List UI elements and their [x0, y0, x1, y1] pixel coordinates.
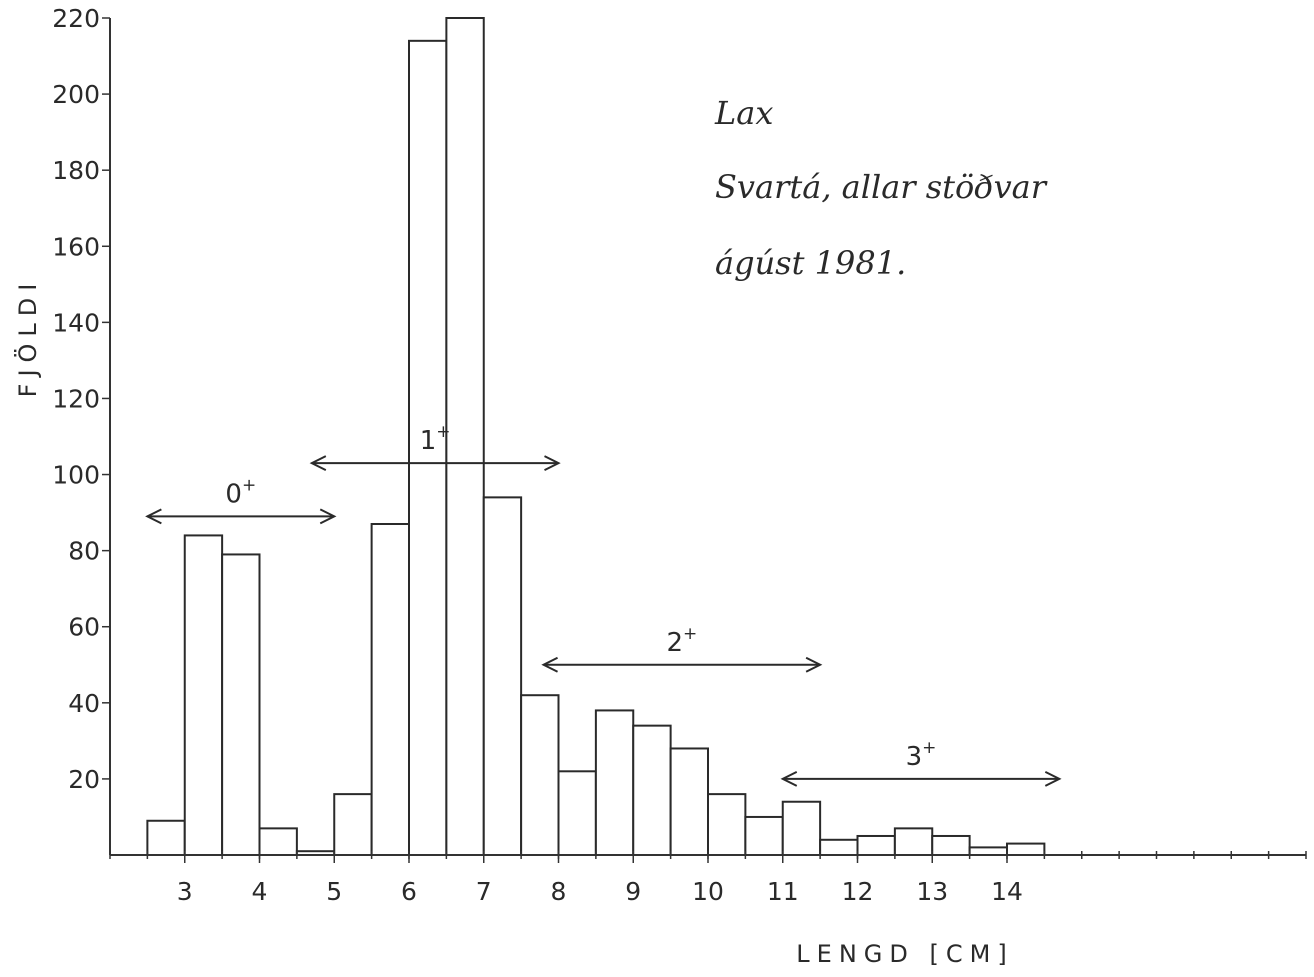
bar-1	[183, 534, 224, 856]
bar-8	[445, 17, 485, 856]
bar-15	[707, 793, 747, 856]
x-tick-label-3: 3	[177, 877, 193, 906]
bar-13	[632, 724, 672, 856]
bar-6	[370, 523, 410, 856]
cohort-label-sup: +	[922, 738, 936, 758]
bar-18	[819, 838, 859, 856]
cohort-arrow-head-right	[1044, 771, 1062, 787]
cohort-label-sup: +	[436, 422, 450, 442]
cohort-arrow-2: 2+	[541, 624, 823, 673]
cohort-arrow-1: 1+	[309, 422, 561, 472]
y-tick-label-140: 140	[52, 308, 100, 337]
y-tick-label-60: 60	[68, 613, 100, 642]
bar-9	[482, 496, 523, 856]
y-tick-label-220: 220	[52, 4, 100, 33]
note-line-1: Svartá, allar stöðvar	[715, 168, 1048, 206]
x-tick-label-7: 7	[476, 877, 492, 906]
bar-14	[669, 747, 709, 856]
cohort-arrow-head-left	[309, 455, 327, 472]
bar-22	[968, 846, 1008, 857]
bar-17	[781, 800, 822, 857]
cohort-arrow-head-left	[541, 656, 558, 673]
cohort-label-3: 3+	[906, 738, 937, 772]
x-tick-label-13: 13	[916, 877, 948, 906]
cohort-arrow-0: 0+	[145, 475, 337, 525]
bar-3	[258, 827, 298, 856]
bar-2	[221, 553, 261, 856]
x-tick-label-6: 6	[401, 877, 417, 906]
x-tick-label-12: 12	[842, 877, 874, 906]
x-tick-label-8: 8	[551, 877, 567, 906]
cohort-arrow-head-left	[780, 771, 798, 787]
note-line-2: ágúst 1981.	[715, 244, 906, 282]
cohort-arrow-head-right	[319, 508, 337, 525]
y-tick-label-120: 120	[52, 384, 100, 413]
x-tick-label-11: 11	[767, 877, 799, 906]
axes-group: 3 4 5 6 7 8 9 10 11 12 13 14 20 40 60 80 100 120 140 160 180…	[52, 4, 1307, 906]
x-tick-label-9: 9	[625, 877, 641, 906]
cohort-arrow-3: 3+	[780, 738, 1062, 787]
bar-11	[557, 770, 597, 856]
cohort-annotations: 0+ 1+ 2+ 3+	[145, 422, 1062, 787]
cohort-label-2: 2+	[666, 624, 697, 658]
cohort-arrow-head-right	[805, 656, 823, 673]
y-tick-label-180: 180	[52, 156, 100, 185]
bars-group	[146, 17, 1046, 857]
bar-21	[931, 834, 971, 857]
x-axis-title: LENGD [CM]	[796, 940, 1013, 968]
x-tick-label-14: 14	[991, 877, 1023, 906]
bar-23	[1006, 842, 1046, 857]
y-tick-label-20: 20	[68, 765, 100, 794]
x-tick-label-5: 5	[326, 877, 342, 906]
bar-12	[594, 709, 635, 856]
cohort-label-0: 0+	[225, 475, 256, 509]
bar-19	[856, 834, 896, 857]
y-axis-title: FJÖLDI	[13, 277, 42, 398]
cohort-arrow-head-left	[145, 508, 162, 525]
cohort-label-sup: +	[683, 624, 697, 644]
bar-20	[893, 827, 934, 856]
y-tick-label-160: 160	[52, 232, 100, 261]
y-tick-label-80: 80	[68, 537, 100, 566]
cohort-arrow-head-right	[544, 455, 561, 472]
bar-0	[146, 819, 186, 857]
bar-16	[744, 815, 784, 856]
chart-note: Lax Svartá, allar stöðvar ágúst 1981.	[714, 94, 1048, 282]
y-tick-label-100: 100	[52, 461, 100, 490]
x-tick-label-10: 10	[692, 877, 724, 906]
bar-5	[333, 793, 373, 856]
cohort-label-sup: +	[242, 475, 256, 495]
y-tick-label-40: 40	[68, 689, 100, 718]
bar-10	[520, 694, 560, 857]
y-tick-label-200: 200	[52, 80, 100, 109]
x-tick-label-4: 4	[252, 877, 268, 906]
note-line-0: Lax	[714, 94, 773, 132]
